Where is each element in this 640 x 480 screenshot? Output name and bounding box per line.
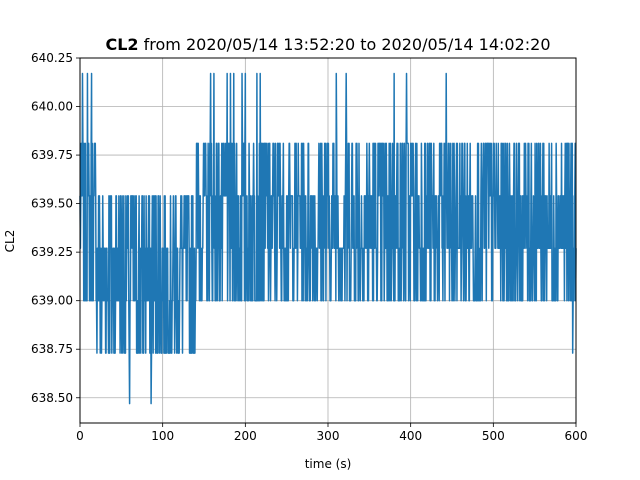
x-tick-label: 600 [565, 429, 588, 443]
y-tick-label: 639.75 [31, 148, 73, 162]
y-tick-label: 640.25 [31, 51, 73, 65]
x-tick-label: 300 [317, 429, 340, 443]
x-tick-label: 100 [151, 429, 174, 443]
data-line [79, 72, 577, 405]
x-tick-label: 400 [399, 429, 422, 443]
x-axis: 0 100 200 300 400 500 600 [76, 423, 587, 443]
x-tick-label: 500 [482, 429, 505, 443]
y-axis: 638.50 638.75 639.00 639.25 639.50 639.75 640.… [31, 51, 80, 405]
x-tick-label: 0 [76, 429, 84, 443]
y-tick-label: 638.50 [31, 391, 73, 405]
y-axis-label: CL2 [3, 230, 17, 253]
chart-title-range: from 2020/05/14 13:52:20 to 2020/05/14 1… [139, 35, 551, 54]
y-tick-label: 639.00 [31, 294, 73, 308]
chart-title-series: CL2 [105, 35, 138, 54]
y-tick-label: 639.50 [31, 197, 73, 211]
y-tick-label: 640.00 [31, 100, 73, 114]
series-line-cl2 [79, 72, 577, 405]
y-tick-label: 638.75 [31, 342, 73, 356]
y-tick-label: 639.25 [31, 245, 73, 259]
x-tick-label: 200 [234, 429, 257, 443]
x-axis-label: time (s) [305, 457, 352, 471]
chart-title: CL2 from 2020/05/14 13:52:20 to 2020/05/… [105, 35, 550, 54]
